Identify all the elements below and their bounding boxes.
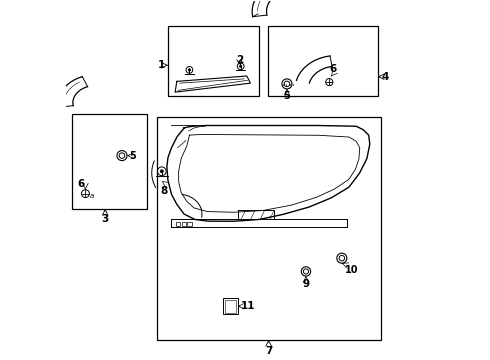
Text: a: a [90, 193, 95, 199]
Text: 5: 5 [129, 150, 136, 161]
Circle shape [53, 109, 57, 113]
Bar [168, 26, 259, 96]
Text: 11: 11 [241, 301, 255, 311]
Bar [187, 222, 192, 226]
Bar [181, 222, 186, 226]
Circle shape [240, 65, 242, 67]
Text: 8: 8 [161, 186, 168, 197]
Text: 10: 10 [345, 265, 359, 275]
Text: 2: 2 [236, 55, 243, 65]
Text: 4: 4 [382, 72, 390, 82]
Text: 9: 9 [302, 279, 310, 289]
Text: 1: 1 [158, 60, 166, 70]
Circle shape [160, 170, 163, 173]
Text: 6: 6 [329, 64, 337, 74]
Bar [157, 117, 381, 339]
Text: 7: 7 [265, 346, 272, 356]
Text: 3: 3 [101, 214, 109, 224]
Bar [225, 300, 236, 313]
Text: 5: 5 [284, 91, 291, 101]
Text: 6: 6 [77, 179, 84, 189]
Circle shape [188, 69, 191, 71]
Bar [72, 114, 147, 209]
Bar [176, 222, 180, 226]
Bar [269, 26, 378, 96]
Bar [223, 298, 238, 315]
